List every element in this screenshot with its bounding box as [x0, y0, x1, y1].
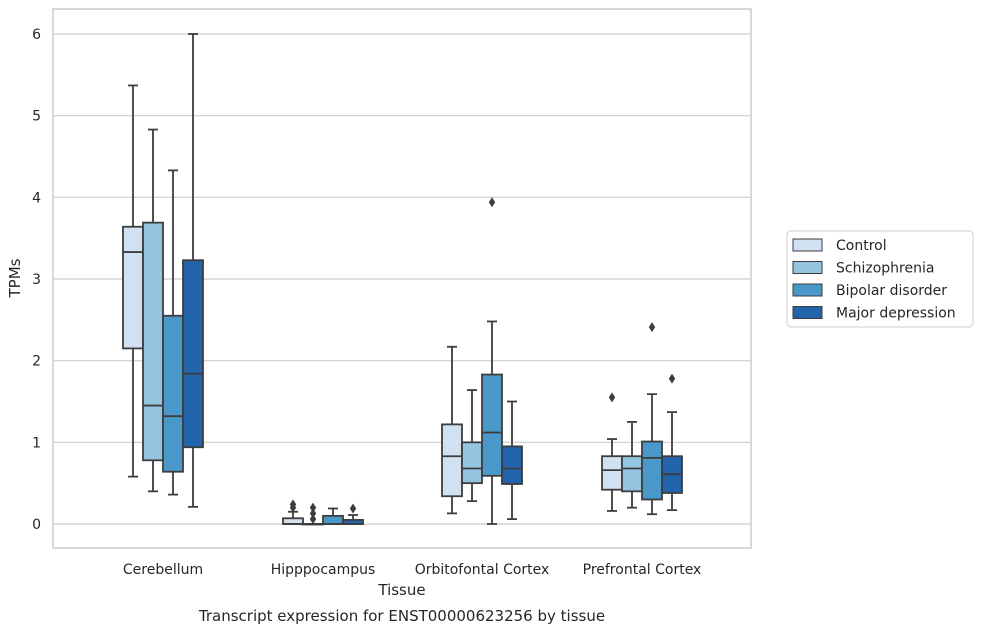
plot-frame [52, 8, 752, 549]
box-1-1 [302, 502, 324, 526]
outlier-point [309, 514, 317, 525]
chart-caption: Transcript expression for ENST0000062325… [198, 607, 605, 625]
box-body [621, 455, 643, 493]
box-body [501, 445, 523, 485]
legend-item: Schizophrenia [792, 261, 934, 277]
legend: Control Schizophrenia Bipolar disorder Majo… [786, 230, 974, 328]
box-3-0 [182, 33, 204, 508]
legend-item: Major depression [792, 306, 956, 322]
y-tick-label: 0 [32, 517, 41, 533]
box-0-3 [601, 392, 623, 512]
box-1-0 [142, 128, 164, 493]
outlier-point [349, 503, 357, 514]
x-tick-label: Cerebellum [123, 562, 203, 578]
legend-item: Control [792, 238, 887, 254]
box-0-2 [441, 345, 463, 515]
box-body [481, 373, 503, 477]
legend-item: Bipolar disorder [792, 283, 947, 299]
box-3-3 [661, 373, 683, 512]
legend-swatch [792, 283, 823, 297]
x-tick-label: Hipppocampus [271, 562, 376, 578]
y-tick-label: 1 [32, 435, 41, 451]
box-body [461, 441, 483, 485]
y-tick-label: 6 [32, 27, 41, 43]
box-3-2 [501, 400, 523, 520]
box-2-0 [162, 169, 184, 496]
x-tick-label: Orbitofontal Cortex [415, 562, 550, 578]
legend-swatch [792, 306, 823, 319]
legend-label: Schizophrenia [836, 261, 934, 277]
box-body [441, 423, 463, 498]
y-axis-label: TPMs [6, 258, 24, 298]
legend-frame [786, 230, 974, 328]
box-1-2 [461, 389, 483, 503]
outlier-point [309, 502, 317, 513]
y-tick-label: 5 [32, 109, 41, 125]
box-body [601, 455, 623, 491]
box-body [322, 514, 344, 525]
outlier-point [608, 392, 616, 403]
y-tick-label: 3 [32, 272, 41, 288]
box-body [162, 314, 184, 473]
x-tick-label: Prefrontal Cortex [583, 562, 702, 578]
box-0-1 [282, 499, 304, 525]
box-1-3 [621, 421, 643, 509]
box-2-3 [641, 322, 663, 516]
box-body [122, 225, 144, 350]
box-2-2 [481, 197, 503, 525]
y-tick-labels: 0 1 2 3 4 5 6 [32, 27, 41, 533]
x-axis-label: Tissue [377, 581, 425, 599]
box-body [182, 259, 204, 449]
boxes [122, 33, 683, 526]
box-body [641, 440, 663, 501]
x-tick-labels: Cerebellum Hipppocampus Orbitofontal Corte… [123, 562, 701, 578]
legend-label: Control [836, 238, 887, 254]
outlier-point [289, 499, 297, 510]
outlier-point [668, 373, 676, 384]
box-3-1 [342, 503, 364, 525]
legend-swatch [792, 261, 823, 274]
outlier-point [648, 322, 656, 333]
legend-label: Bipolar disorder [836, 283, 947, 299]
box-2-1 [322, 507, 344, 525]
y-tick-label: 2 [32, 354, 41, 370]
box-0-0 [122, 84, 144, 478]
outlier-point [309, 508, 317, 519]
y-tick-label: 4 [32, 190, 41, 206]
legend-label: Major depression [836, 306, 956, 322]
legend-swatch [792, 238, 823, 252]
outlier-point [488, 197, 496, 208]
box-body [142, 221, 164, 462]
